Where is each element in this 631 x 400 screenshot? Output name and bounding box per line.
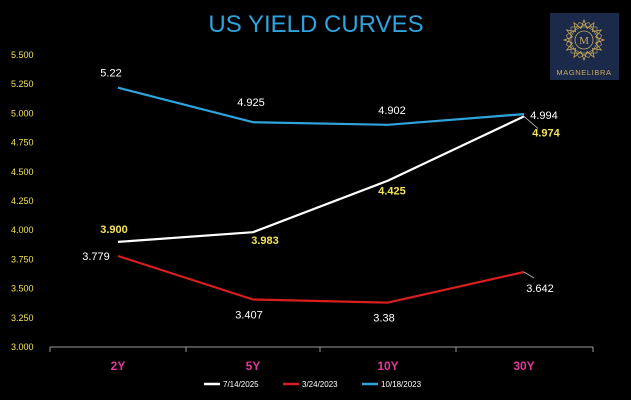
x-tick-label-10y: 10Y — [377, 359, 398, 373]
data-label-3-24-2023: 3.407 — [235, 309, 263, 321]
legend-label-7-14-2025: 7/14/2025 — [223, 380, 259, 389]
series-lines — [117, 86, 525, 304]
series-line-3-24-2023 — [117, 254, 525, 304]
x-tick-label-2y: 2Y — [111, 359, 126, 373]
data-labels: 3.900 3.983 4.425 4.974 3.779 3.407 3.38 3.642 5… — [82, 68, 560, 325]
data-label-10-18-2023: 4.902 — [378, 105, 406, 117]
y-tick-label: 3.750 — [11, 254, 34, 264]
x-tick-label-30y: 30Y — [513, 359, 534, 373]
logo-background — [550, 13, 619, 80]
logo-square-outline — [565, 21, 603, 59]
y-tick-label: 4.750 — [11, 138, 34, 148]
data-label-7-14-2025: 3.900 — [100, 224, 128, 236]
data-label-7-14-2025: 4.974 — [532, 127, 560, 139]
data-label-10-18-2023: 4.994 — [530, 110, 558, 122]
data-label-7-14-2025: 4.425 — [378, 186, 406, 198]
series-line-7-14-2025 — [117, 115, 525, 243]
legend-label-3-24-2023: 3/24/2023 — [302, 380, 338, 389]
series-line-10-18-2023 — [117, 86, 525, 126]
y-tick-label: 4.500 — [11, 167, 34, 177]
logo-square-outline — [565, 21, 603, 59]
y-tick-label: 5.000 — [11, 108, 34, 118]
data-label-10-18-2023: 5.22 — [100, 68, 121, 80]
y-tick-label: 3.500 — [11, 284, 34, 294]
x-tick-label-5y: 5Y — [246, 359, 261, 373]
data-label-3-24-2023: 3.38 — [373, 313, 394, 325]
data-label-10-18-2023: 4.925 — [237, 97, 265, 109]
data-label-3-24-2023: 3.779 — [82, 251, 110, 263]
y-tick-label: 4.250 — [11, 196, 34, 206]
logo-ring-icon — [574, 30, 594, 50]
y-tick-label: 5.500 — [11, 50, 34, 60]
label-leader-line — [523, 271, 535, 279]
label-leader-line — [523, 116, 539, 129]
logo-monogram: M — [579, 35, 589, 47]
logo-star-icon — [562, 18, 606, 62]
data-label-3-24-2023: 3.642 — [526, 283, 554, 295]
y-axis: 3.000 3.250 3.500 3.750 4.000 4.250 4.500 4.750… — [11, 50, 34, 352]
y-tick-label: 5.250 — [11, 79, 34, 89]
magnelibra-logo: M MAGNELIBRA — [550, 13, 619, 80]
y-tick-label: 3.000 — [11, 342, 34, 352]
y-tick-label: 4.000 — [11, 225, 34, 235]
legend-label-10-18-2023: 10/18/2023 — [381, 380, 422, 389]
data-label-7-14-2025: 3.983 — [251, 235, 279, 247]
logo-wordmark: MAGNELIBRA — [556, 68, 611, 77]
logo-square-outline — [570, 26, 598, 54]
legend: 7/14/2025 3/24/2023 10/18/2023 — [204, 380, 422, 389]
logo-star-outline — [562, 18, 606, 62]
y-tick-label: 3.250 — [11, 313, 34, 323]
chart-title: US YIELD CURVES — [208, 11, 423, 38]
x-axis: 2Y 5Y 10Y 30Y — [49, 346, 594, 373]
